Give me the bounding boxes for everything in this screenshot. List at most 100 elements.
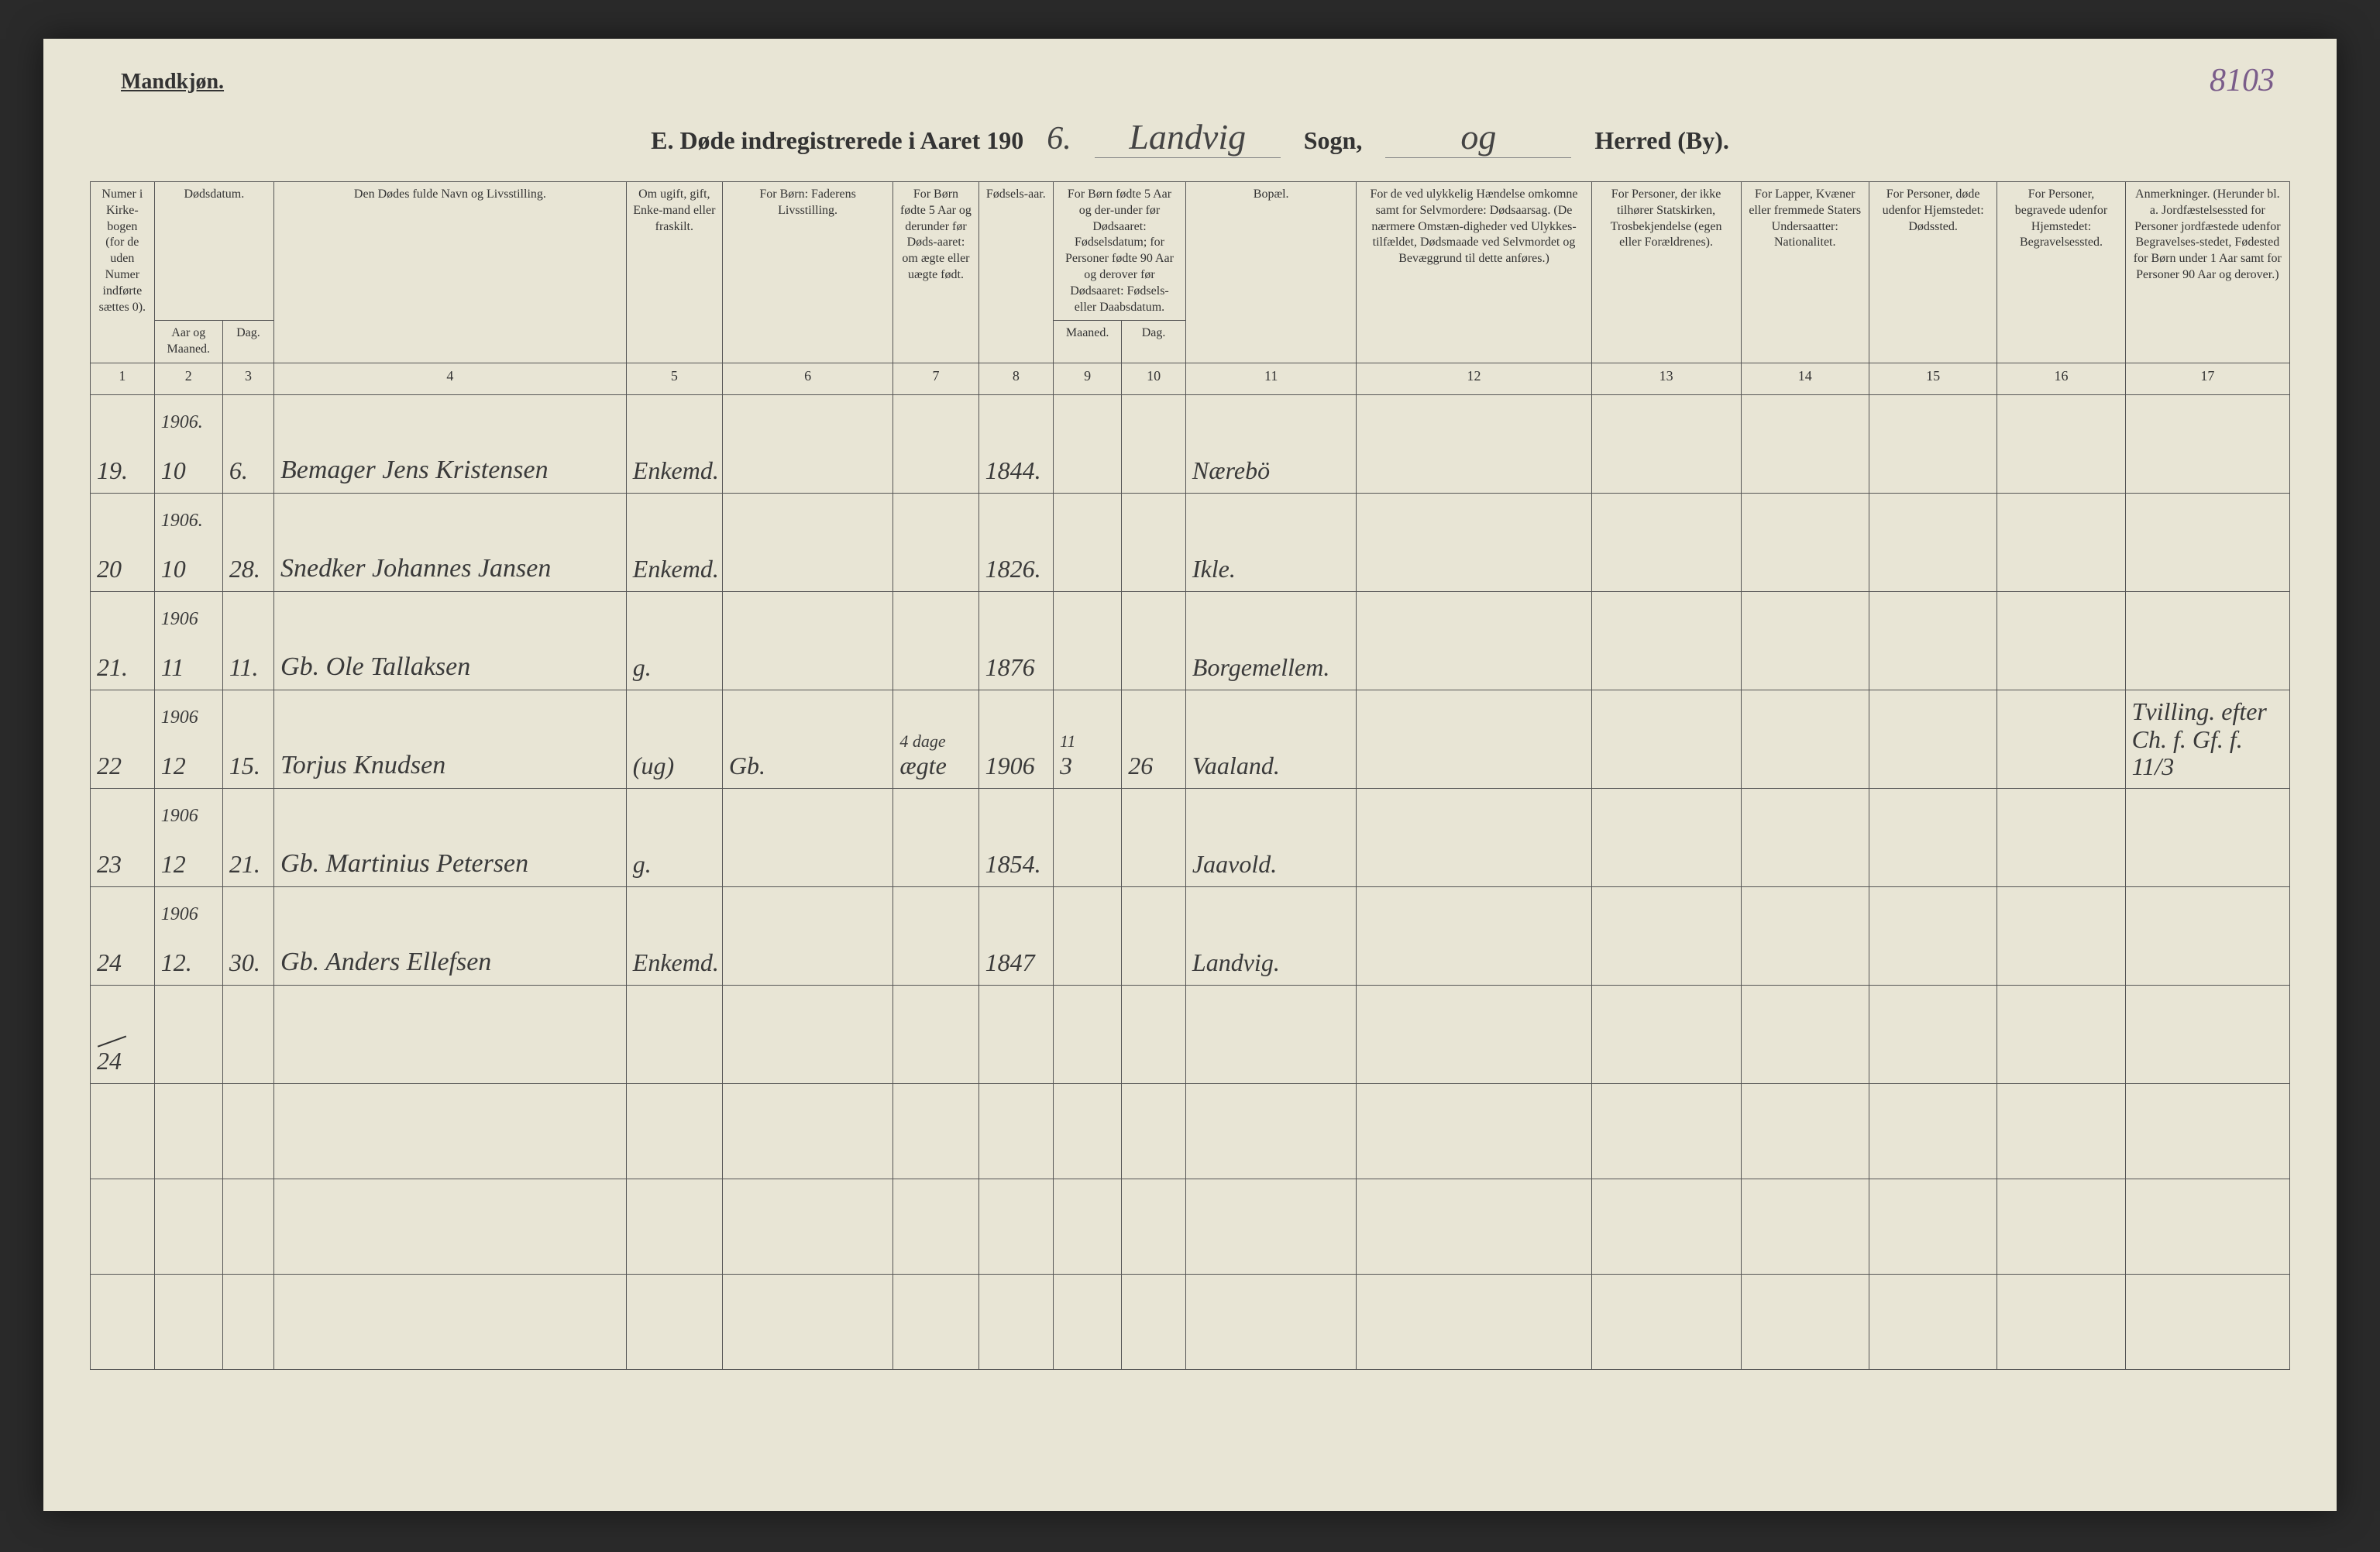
col-header: For Personer, der ikke tilhører Statskir… [1591, 182, 1741, 363]
table-cell: 21. [91, 591, 155, 690]
table-cell: 30. [222, 886, 273, 985]
table-cell [1122, 1274, 1186, 1369]
table-cell [893, 493, 978, 591]
table-cell: Gb. [722, 690, 893, 788]
table-cell: Ikle. [1185, 493, 1357, 591]
table-cell [1591, 788, 1741, 886]
table-cell [1357, 1274, 1591, 1369]
table-cell [1741, 690, 1869, 788]
table-cell: g. [626, 788, 722, 886]
empty-row [91, 1274, 2290, 1369]
page-number: 8103 [2210, 62, 2275, 99]
table-cell: 4 dageægte [893, 690, 978, 788]
table-cell: 28. [222, 493, 273, 591]
register-table: Numer i Kirke-bogen (for de uden Numer i… [90, 181, 2290, 1370]
table-cell [1591, 886, 1741, 985]
column-number: 3 [222, 363, 273, 394]
table-cell [1997, 1083, 2125, 1179]
table-cell [1054, 788, 1122, 886]
table-cell [1869, 1274, 1997, 1369]
table-cell [1054, 1083, 1122, 1179]
table-cell [1591, 1083, 1741, 1179]
table-cell [274, 1179, 627, 1274]
table-cell: 190612 [154, 788, 222, 886]
table-cell [222, 1274, 273, 1369]
col-header: For Børn fødte 5 Aar og der-under før Dø… [1054, 182, 1186, 321]
table-cell [1869, 394, 1997, 493]
table-cell [1997, 394, 2125, 493]
table-cell [722, 1179, 893, 1274]
table-cell: Torjus Knudsen [274, 690, 627, 788]
table-cell [722, 985, 893, 1083]
table-cell [1741, 394, 1869, 493]
table-cell [1741, 1083, 1869, 1179]
table-cell [1741, 985, 1869, 1083]
table-cell [1591, 493, 1741, 591]
table-cell [1591, 1274, 1741, 1369]
gender-label: Mandkjøn. [121, 70, 224, 95]
table-cell [1997, 788, 2125, 886]
total-cell: 24 [91, 985, 155, 1083]
table-cell [1122, 591, 1186, 690]
table-cell [154, 1274, 222, 1369]
table-cell [222, 1179, 273, 1274]
table-cell [1357, 1083, 1591, 1179]
table-cell [893, 1274, 978, 1369]
col-header: For Børn fødte 5 Aar og derunder før Død… [893, 182, 978, 363]
table-cell [1185, 1179, 1357, 1274]
table-cell [1054, 886, 1122, 985]
table-cell [2125, 493, 2289, 591]
table-cell [1185, 1083, 1357, 1179]
table-cell [1741, 788, 1869, 886]
table-cell [1741, 886, 1869, 985]
table-cell: Gb. Anders Ellefsen [274, 886, 627, 985]
table-cell [1869, 1083, 1997, 1179]
col-subheader: Maaned. [1054, 321, 1122, 363]
table-cell: Jaavold. [1185, 788, 1357, 886]
table-cell [1054, 1274, 1122, 1369]
table-cell: 1847 [978, 886, 1053, 985]
col-header: For Lapper, Kvæner eller fremmede Stater… [1741, 182, 1869, 363]
table-cell [1869, 886, 1997, 985]
table-cell [1054, 591, 1122, 690]
column-number: 5 [626, 363, 722, 394]
table-cell [1997, 1179, 2125, 1274]
table-cell: 190612 [154, 690, 222, 788]
table-cell: 22 [91, 690, 155, 788]
table-cell [274, 1083, 627, 1179]
table-cell [2125, 591, 2289, 690]
table-cell: 1906.10 [154, 493, 222, 591]
table-cell [893, 788, 978, 886]
title-line: E. Døde indregistrerede i Aaret 1906. La… [90, 116, 2290, 158]
table-cell [1357, 493, 1591, 591]
table-cell [722, 394, 893, 493]
table-cell: 1906.10 [154, 394, 222, 493]
col-header: Den Dødes fulde Navn og Livsstilling. [274, 182, 627, 363]
table-cell [1997, 493, 2125, 591]
table-header: Numer i Kirke-bogen (for de uden Numer i… [91, 182, 2290, 395]
table-cell: 1876 [978, 591, 1053, 690]
table-cell: 20 [91, 493, 155, 591]
col-subheader: Aar og Maaned. [154, 321, 222, 363]
table-cell [2125, 394, 2289, 493]
table-cell [2125, 985, 2289, 1083]
column-number: 12 [1357, 363, 1591, 394]
table-cell [893, 1083, 978, 1179]
table-cell [154, 1083, 222, 1179]
table-cell [1357, 886, 1591, 985]
table-cell: 6. [222, 394, 273, 493]
table-cell: Landvig. [1185, 886, 1357, 985]
table-cell [893, 1179, 978, 1274]
table-cell [1869, 493, 1997, 591]
table-body: 19.1906.106.Bemager Jens KristensenEnkem… [91, 394, 2290, 1369]
table-cell [1741, 1179, 1869, 1274]
table-cell: Gb. Ole Tallaksen [274, 591, 627, 690]
table-cell [893, 886, 978, 985]
col-header: Om ugift, gift, Enke-mand eller fraskilt… [626, 182, 722, 363]
table-cell [1997, 690, 2125, 788]
empty-row [91, 1179, 2290, 1274]
table-cell [893, 985, 978, 1083]
table-cell [274, 1274, 627, 1369]
table-cell: 23 [91, 788, 155, 886]
table-cell [1357, 788, 1591, 886]
